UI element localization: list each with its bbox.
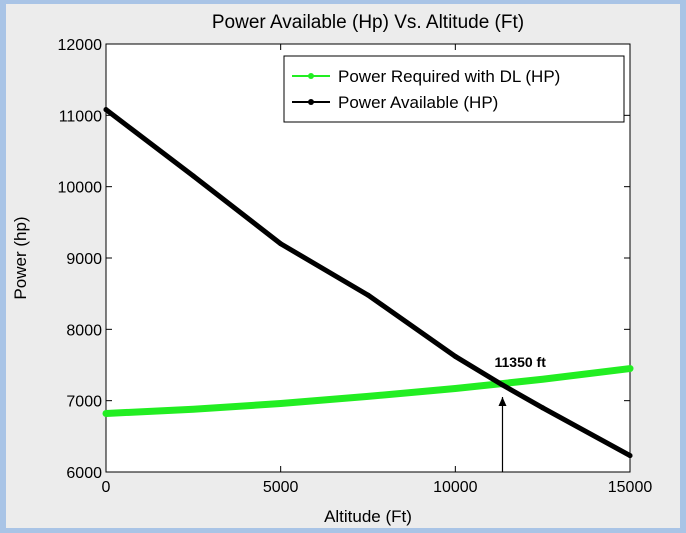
- series-line-power-available: [103, 107, 633, 459]
- figure-window: Power Available (Hp) Vs. Altitude (Ft) 0…: [6, 4, 680, 528]
- data-point-power-available: [452, 353, 458, 359]
- x-tick-label: 10000: [433, 479, 478, 496]
- data-point-power-available: [499, 382, 505, 388]
- x-tick-label: 5000: [263, 479, 299, 496]
- y-tick-label: 8000: [66, 322, 102, 339]
- legend-label: Power Available (HP): [338, 93, 498, 112]
- data-point-power-available: [540, 405, 546, 411]
- data-point-power-available: [103, 107, 109, 113]
- legend-marker: [308, 73, 314, 79]
- y-tick-label: 12000: [58, 37, 103, 54]
- data-point-power-required: [452, 386, 458, 392]
- data-point-power-required: [365, 393, 371, 399]
- data-point-power-required: [278, 401, 284, 407]
- axis-ticks: 0 5000 10000 15000 6000 7000 8000 9000 10000 1100…: [58, 37, 653, 496]
- data-point-power-available: [365, 292, 371, 298]
- legend-label: Power Required with DL (HP): [338, 67, 560, 86]
- y-axis-label: Power (hp): [11, 216, 30, 299]
- y-tick-label: 7000: [66, 394, 102, 411]
- legend-box: [283, 55, 625, 123]
- y-tick-label: 11000: [59, 108, 102, 125]
- legend: Power Required with DL (HP) Power Availab…: [283, 55, 625, 123]
- data-point-power-available: [627, 453, 633, 459]
- data-point-power-required: [103, 411, 109, 417]
- x-axis-label: Altitude (Ft): [324, 507, 412, 526]
- x-tick-label: 15000: [608, 479, 653, 496]
- chart: Power Available (Hp) Vs. Altitude (Ft) 0…: [11, 12, 653, 526]
- annotation-group: 11350 ft: [494, 354, 546, 472]
- chart-title: Power Available (Hp) Vs. Altitude (Ft): [212, 12, 524, 33]
- data-point-power-available: [278, 241, 284, 247]
- data-point-power-required: [190, 406, 196, 412]
- x-tick-label: 0: [102, 479, 111, 496]
- annotation-arrow-head: [498, 396, 507, 406]
- data-point-power-available: [190, 173, 196, 179]
- data-point-power-required: [540, 376, 546, 382]
- y-tick-label: 9000: [66, 251, 102, 268]
- series-group: [102, 107, 634, 459]
- data-point-power-required: [627, 366, 633, 372]
- y-tick-label: 10000: [58, 180, 103, 197]
- y-tick-label: 6000: [66, 465, 102, 482]
- annotation-label: 11350 ft: [494, 354, 546, 370]
- legend-marker: [308, 99, 314, 105]
